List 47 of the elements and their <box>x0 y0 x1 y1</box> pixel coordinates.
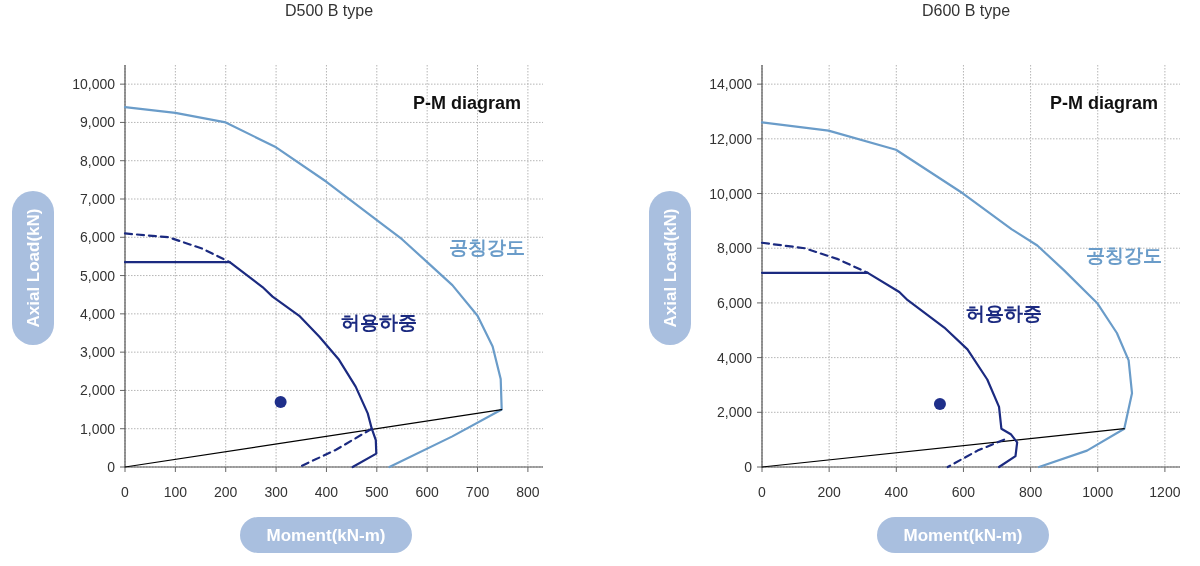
y-tick-label: 8,000 <box>79 152 116 169</box>
y-tick-label: 5,000 <box>79 267 116 284</box>
chart-title: D500 B type <box>284 2 374 19</box>
x-tick-label: 700 <box>465 484 490 500</box>
y-axis-title: Axial Load(kN) <box>661 208 680 328</box>
x-tick-label: 0 <box>121 484 130 500</box>
y-tick-label: 12,000 <box>709 130 753 147</box>
series-label: 허용하중 <box>341 311 418 333</box>
x-tick-label: 500 <box>365 484 389 500</box>
x-tick-label: 1000 <box>1082 484 1114 500</box>
y-tick-label: 10,000 <box>72 76 116 93</box>
y-tick-label: 4,000 <box>716 349 753 366</box>
y-tick-label: 6,000 <box>716 294 753 311</box>
x-axis-title: Moment(kN-m) <box>266 526 386 545</box>
y-tick-label: 2,000 <box>716 404 753 421</box>
x-tick-label: 800 <box>516 484 540 500</box>
x-axis-title: Moment(kN-m) <box>903 526 1023 545</box>
y-tick-label: 0 <box>744 459 753 475</box>
x-tick-label: 600 <box>951 484 976 500</box>
y-tick-label: 7,000 <box>79 191 116 207</box>
y-tick-label: 9,000 <box>79 114 116 131</box>
annotation: P-M diagram <box>412 93 521 113</box>
y-tick-label: 0 <box>107 459 116 475</box>
series-label: 공칭강도 <box>1085 245 1162 267</box>
x-tick-label: 200 <box>817 484 842 500</box>
series-label: 허용하중 <box>966 302 1043 324</box>
x-tick-label: 400 <box>884 484 909 500</box>
y-tick-label: 2,000 <box>79 382 116 399</box>
x-tick-label: 800 <box>1018 484 1043 500</box>
x-tick-label: 100 <box>163 484 188 500</box>
x-tick-label: 300 <box>264 484 288 500</box>
y-tick-label: 4,000 <box>79 305 116 322</box>
x-tick-label: 0 <box>758 484 767 500</box>
chart-title: D600 B type <box>921 2 1011 19</box>
x-tick-label: 600 <box>415 484 440 500</box>
annotation: P-M diagram <box>1049 93 1158 113</box>
x-tick-label: 400 <box>314 484 339 500</box>
y-axis-title: Axial Load(kN) <box>24 208 43 328</box>
y-tick-label: 3,000 <box>79 344 116 361</box>
y-tick-label: 14,000 <box>709 76 753 93</box>
y-tick-label: 8,000 <box>716 240 753 257</box>
x-tick-label: 200 <box>214 484 238 500</box>
series-label: 공칭강도 <box>449 237 526 259</box>
y-tick-label: 10,000 <box>709 185 753 202</box>
y-tick-label: 6,000 <box>79 229 116 246</box>
y-tick-label: 1,000 <box>79 420 116 437</box>
x-tick-label: 1200 <box>1149 484 1181 500</box>
